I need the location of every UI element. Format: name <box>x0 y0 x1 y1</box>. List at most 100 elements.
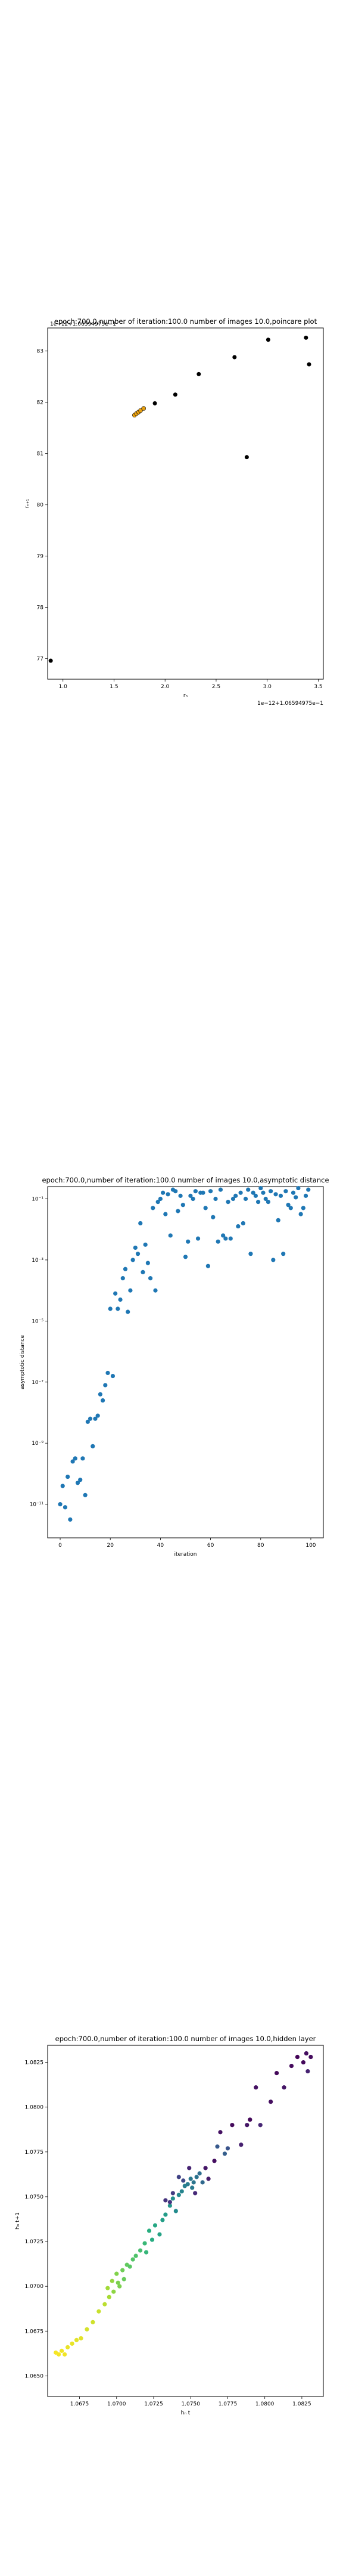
data-point <box>281 1252 286 1256</box>
x-axis-label: rₙ <box>183 693 188 699</box>
data-point <box>105 2286 110 2290</box>
data-point <box>241 1221 245 1226</box>
data-point <box>271 1258 276 1262</box>
data-point <box>91 1444 95 1448</box>
plot-frame <box>47 327 324 680</box>
data-point <box>85 1419 90 1424</box>
data-point <box>243 1196 248 1202</box>
y-tick-label: 10⁻⁷ <box>32 1380 43 1386</box>
data-point <box>68 1517 73 1522</box>
data-point <box>151 1206 155 1210</box>
y-tick-label: 10⁻⁹ <box>32 1441 43 1447</box>
data-point <box>105 1370 110 1376</box>
data-point <box>188 2176 193 2181</box>
data-point <box>163 2198 168 2203</box>
data-point <box>60 2348 64 2353</box>
data-point <box>255 1200 261 1205</box>
y-axis-label: rₙ₊₁ <box>24 499 30 508</box>
data-point <box>93 1416 98 1421</box>
data-point <box>114 2271 119 2276</box>
data-point <box>239 2142 244 2147</box>
data-point <box>276 1218 280 1222</box>
data-point <box>298 1212 303 1216</box>
y-tick-label: 82 <box>37 400 43 406</box>
data-point <box>218 1187 223 1192</box>
x-tick-label: 1.0725 <box>144 2401 163 2407</box>
data-point <box>133 1245 138 1250</box>
data-point <box>138 1221 143 1226</box>
data-point <box>254 2085 258 2090</box>
data-point <box>218 2130 223 2135</box>
data-point <box>296 1185 301 1191</box>
x-axis-label: hₙ t <box>181 2410 191 2416</box>
data-point <box>228 1236 233 1241</box>
data-point <box>226 1200 230 1205</box>
data-point <box>75 1481 80 1485</box>
y-tick-label: 10⁻³ <box>32 1258 43 1264</box>
data-point <box>85 2327 89 2332</box>
plot-frame <box>47 1186 324 1538</box>
data-point <box>304 2051 308 2056</box>
data-point <box>127 2264 132 2269</box>
data-point <box>206 2176 211 2181</box>
data-point <box>141 406 146 411</box>
data-point <box>149 2237 155 2242</box>
x-tick-label: 100 <box>305 1543 316 1549</box>
x-axis-label: iteration <box>174 1552 197 1558</box>
plot-frame <box>47 2045 324 2397</box>
data-point <box>212 2159 217 2163</box>
data-point <box>225 2146 230 2151</box>
data-point <box>70 1459 75 1464</box>
data-point <box>304 335 308 340</box>
data-point <box>194 2175 199 2179</box>
data-point <box>118 1297 123 1302</box>
data-point <box>103 1383 108 1388</box>
data-point <box>111 2289 116 2294</box>
data-point <box>238 1190 243 1195</box>
data-point <box>153 1288 158 1293</box>
data-point <box>157 2232 162 2237</box>
data-point <box>166 1192 170 1197</box>
x-tick-label: 1.0 <box>59 684 68 690</box>
data-point <box>155 1200 160 1205</box>
data-point <box>96 2309 101 2314</box>
data-point <box>232 355 237 360</box>
data-point <box>57 2352 61 2357</box>
data-point <box>269 2100 273 2104</box>
x-offset-text: 1e−12+1.06594975e−1 <box>257 701 323 707</box>
data-point <box>266 1200 270 1205</box>
data-point <box>170 2196 175 2201</box>
x-tick-label: 1.0700 <box>107 2401 126 2407</box>
data-point <box>248 2117 252 2122</box>
data-point <box>144 2250 149 2255</box>
data-point <box>244 455 249 460</box>
chart-title: epoch:700.0,number of iteration:100.0 nu… <box>55 2035 316 2043</box>
data-point <box>213 1196 218 1202</box>
data-point <box>163 1212 168 1216</box>
data-point <box>73 1456 77 1461</box>
data-point <box>201 1190 205 1195</box>
data-point <box>91 2320 95 2324</box>
x-tick-label: 1.0825 <box>292 2401 311 2407</box>
data-point <box>223 1236 228 1241</box>
data-point <box>130 2257 135 2262</box>
data-point <box>307 362 311 367</box>
data-point <box>145 1261 150 1265</box>
x-tick-label: 20 <box>107 1543 114 1549</box>
data-point <box>141 1270 145 1275</box>
data-point <box>195 1236 201 1241</box>
data-point <box>110 2278 114 2283</box>
data-point <box>183 1255 188 1259</box>
data-point <box>191 2180 196 2185</box>
y-tick-label: 1.0750 <box>25 2194 44 2200</box>
x-tick-label: 1.0750 <box>181 2401 200 2407</box>
data-point <box>121 2277 126 2281</box>
data-point <box>181 2178 186 2183</box>
y-tick-label: 1.0825 <box>25 2060 44 2066</box>
data-point <box>278 1193 283 1198</box>
data-point <box>208 1189 213 1194</box>
data-point <box>245 2123 250 2128</box>
data-point <box>188 1193 193 1198</box>
data-point <box>269 1189 273 1194</box>
data-point <box>258 1185 263 1191</box>
